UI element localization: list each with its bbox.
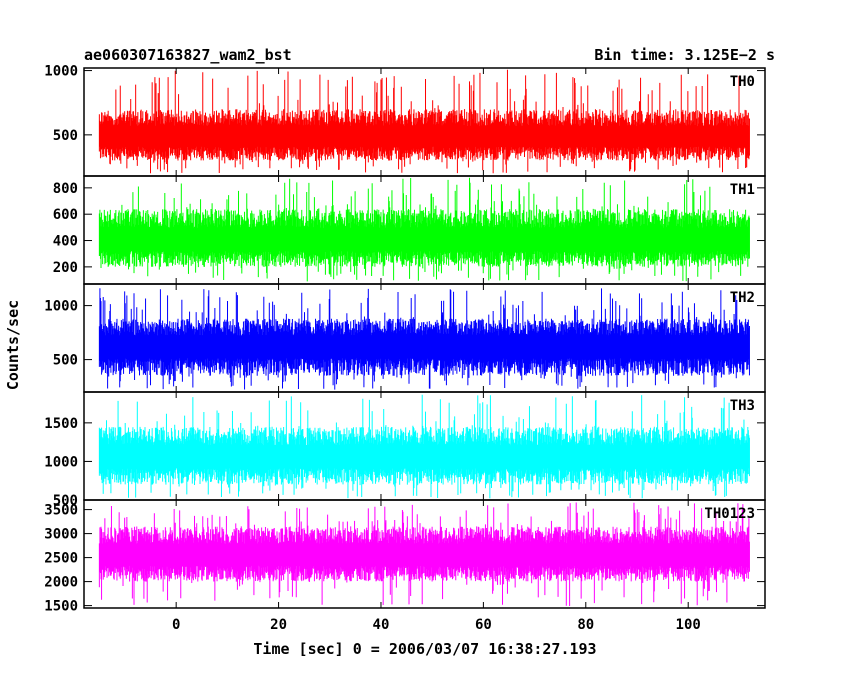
y-tick-label: 800: [53, 181, 78, 197]
panel-label: TH3: [730, 398, 755, 414]
panel-label: TH0: [730, 74, 755, 90]
y-tick-label: 1000: [44, 454, 78, 470]
panel-label: TH2: [730, 290, 755, 306]
x-axis-label: Time [sec] 0 = 2006/03/07 16:38:27.193: [253, 640, 596, 658]
y-tick-label: 2000: [44, 575, 78, 591]
panel-th0123: 1500 2000 2500 3000 3500 TH0123: [44, 499, 766, 615]
y-tick-label: 3000: [44, 527, 78, 543]
panel-th2: 500 1000 TH2: [44, 283, 766, 393]
bin-time-label: Bin time: 3.125E−2 s: [594, 46, 775, 64]
y-tick-label: 1500: [44, 416, 78, 432]
y-tick-label: 500: [53, 353, 78, 369]
y-tick-label: 200: [53, 260, 78, 276]
y-tick-label: 500: [53, 128, 78, 144]
x-tick-label: 20: [270, 617, 287, 633]
series-th0-curve: [98, 69, 750, 174]
chart-title: ae060307163827_wam2_bst: [84, 46, 292, 64]
panel-th3: 500 1000 1500 TH3: [44, 391, 766, 509]
y-tick-label: 1500: [44, 599, 78, 615]
x-tick-label: 80: [577, 617, 594, 633]
y-tick-label: 500: [53, 493, 78, 509]
series-th1-curve: [98, 177, 750, 282]
series-th0123-curve: [98, 502, 750, 606]
series-th2-curve: [98, 288, 750, 390]
panel-label: TH0123: [704, 506, 755, 522]
y-tick-label: 600: [53, 207, 78, 223]
panel-th1: 200 400 600 800 TH1: [53, 175, 766, 285]
x-tick-label: 60: [475, 617, 492, 633]
panel-label: TH1: [730, 182, 755, 198]
y-tick-label: 3500: [44, 503, 78, 519]
panel-frame: [83, 499, 766, 609]
x-tick-label: 100: [676, 617, 701, 633]
y-tick-label: 1000: [44, 299, 78, 315]
y-axis-label: Counts/sec: [4, 300, 22, 390]
x-tick-label: 40: [373, 617, 390, 633]
panel-th0: 500 1000 TH0: [44, 64, 766, 177]
y-tick-label: 1000: [44, 64, 78, 80]
x-tick-label: 0: [172, 617, 180, 633]
y-tick-label: 2500: [44, 551, 78, 567]
y-tick-label: 400: [53, 234, 78, 250]
series-th3-curve: [98, 394, 750, 499]
